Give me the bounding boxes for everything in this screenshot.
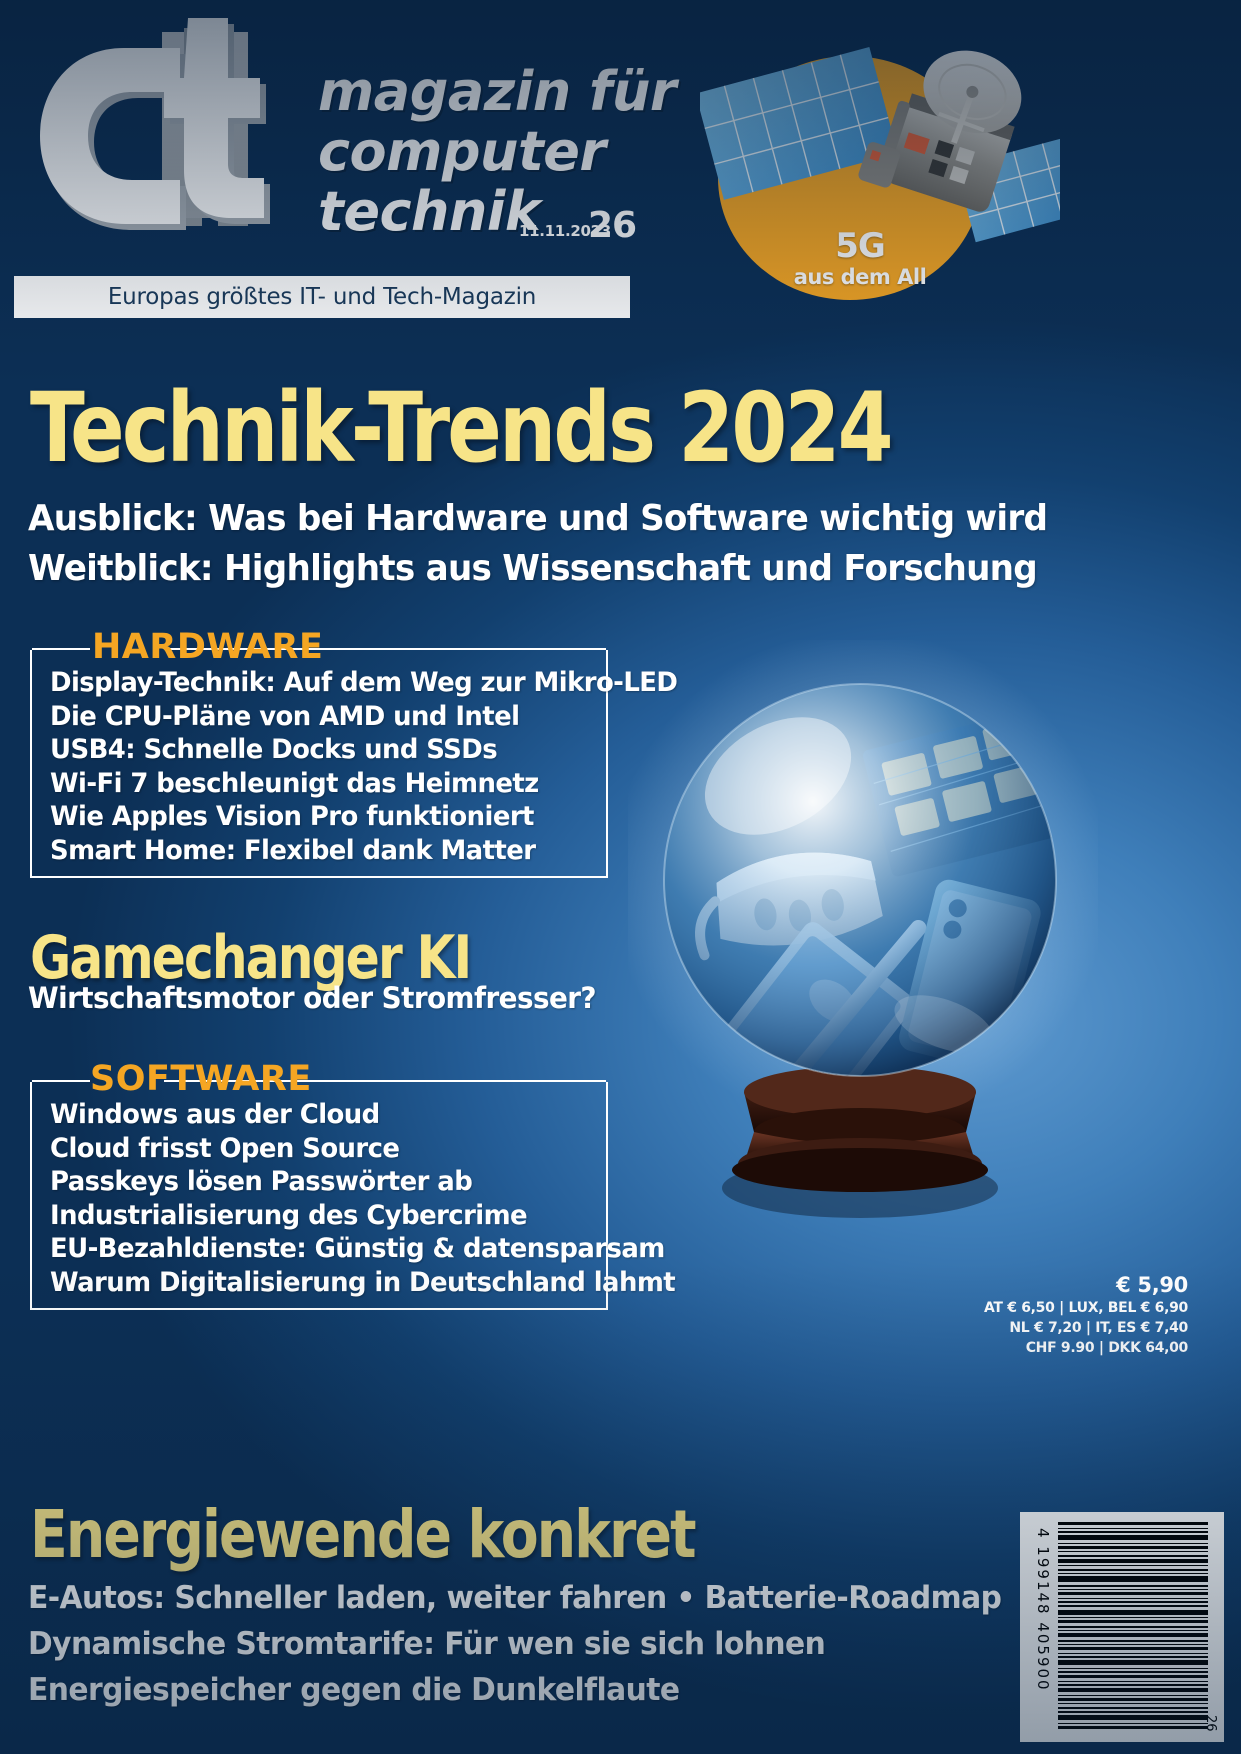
energie-subline-2: Dynamische Stromtarife: Für wen sie sich… — [28, 1626, 826, 1662]
list-item: Windows aus der Cloud — [50, 1099, 380, 1130]
rule-left — [32, 1080, 90, 1082]
software-section: SOFTWARE Windows aus der Cloud Cloud fri… — [30, 1059, 676, 1310]
barcode: 4 199148 405900 26 — [1020, 1512, 1224, 1742]
barcode-digits: 4 199148 405900 — [1034, 1528, 1052, 1692]
barcode-issue-number: 26 — [1203, 1715, 1218, 1732]
masthead-word-3: technik — [318, 180, 541, 243]
ball-stand — [722, 1066, 998, 1218]
price-row-3: CHF 9.90 | DKK 64,00 — [1025, 1340, 1189, 1356]
list-item: EU-Bezahldienste: Günstig & datensparsam — [50, 1233, 665, 1264]
list-item: USB4: Schnelle Docks und SSDs — [50, 734, 498, 765]
price-row-2: NL € 7,20 | IT, ES € 7,40 — [1009, 1320, 1188, 1336]
list-item: Die CPU-Pläne von AMD und Intel — [50, 700, 520, 732]
headline-subline-2: Weitblick: Highlights aus Wissenschaft u… — [28, 548, 1038, 589]
page-title: Technik-Trends 2024 — [30, 372, 893, 484]
masthead-word-1: magazin für — [318, 60, 677, 123]
price-block: € 5,90 AT € 6,50 | LUX, BEL € 6,90 NL € … — [984, 1272, 1188, 1358]
masthead: magazin für computer technik 11.11.2023 … — [0, 0, 1241, 330]
list-item: Display-Technik: Auf dem Weg zur Mikro-L… — [50, 667, 678, 698]
ct-logo — [34, 18, 334, 258]
hardware-top-rule — [32, 648, 606, 650]
badge-label: 5G aus dem All — [760, 228, 960, 290]
software-list: Windows aus der Cloud Cloud frisst Open … — [50, 1098, 676, 1299]
list-item: Wi-Fi 7 beschleunigt das Heimnetz — [50, 767, 539, 799]
rule-left — [32, 648, 90, 650]
energie-subline-1: E-Autos: Schneller laden, weiter fahren … — [28, 1580, 1002, 1616]
list-item: Industrialisierung des Cybercrime — [50, 1199, 528, 1231]
list-item: Passkeys lösen Passwörter ab — [50, 1166, 473, 1197]
badge-line-1: 5G — [835, 226, 886, 266]
list-item: Smart Home: Flexibel dank Matter — [50, 834, 536, 866]
energie-headline: Energiewende konkret — [30, 1496, 696, 1573]
tagline-text: Europas größtes IT- und Tech-Magazin — [107, 284, 537, 310]
tagline-bar: Europas größtes IT- und Tech-Magazin — [14, 276, 630, 318]
energie-subline-3: Energiespeicher gegen die Dunkelflaute — [28, 1672, 680, 1708]
satellite-badge: 5G aus dem All — [700, 16, 1060, 306]
badge-line-2: aus dem All — [793, 265, 927, 289]
crystal-ball-illustration — [610, 630, 1110, 1260]
masthead-word-2: computer — [318, 120, 606, 183]
masthead-words: magazin für computer technik — [318, 60, 677, 243]
rule-right — [164, 1080, 606, 1082]
list-item: Wie Apples Vision Pro funktioniert — [50, 801, 534, 832]
price-row-1: AT € 6,50 | LUX, BEL € 6,90 — [983, 1300, 1188, 1316]
hardware-section: HARDWARE Display-Technik: Auf dem Weg zu… — [30, 627, 678, 878]
software-top-rule — [32, 1080, 606, 1082]
list-item: Cloud frisst Open Source — [50, 1132, 400, 1164]
hardware-list: Display-Technik: Auf dem Weg zur Mikro-L… — [50, 666, 678, 867]
ki-subline: Wirtschaftsmotor oder Stromfresser? — [28, 981, 597, 1015]
price-main: € 5,90 — [1116, 1273, 1188, 1297]
rule-right — [170, 648, 606, 650]
hardware-title: HARDWARE — [92, 627, 324, 667]
list-item: Warum Digitalisierung in Deutschland lah… — [50, 1266, 676, 1298]
issue-number: 26 — [588, 205, 637, 246]
barcode-bars — [1058, 1522, 1208, 1732]
issue-date: 11.11.2023 — [519, 222, 611, 240]
headline-subline-1: Ausblick: Was bei Hardware und Software … — [28, 498, 1048, 539]
ki-headline: Gamechanger KI — [30, 923, 472, 993]
software-title: SOFTWARE — [90, 1059, 312, 1099]
satellite-icon — [700, 47, 1060, 243]
